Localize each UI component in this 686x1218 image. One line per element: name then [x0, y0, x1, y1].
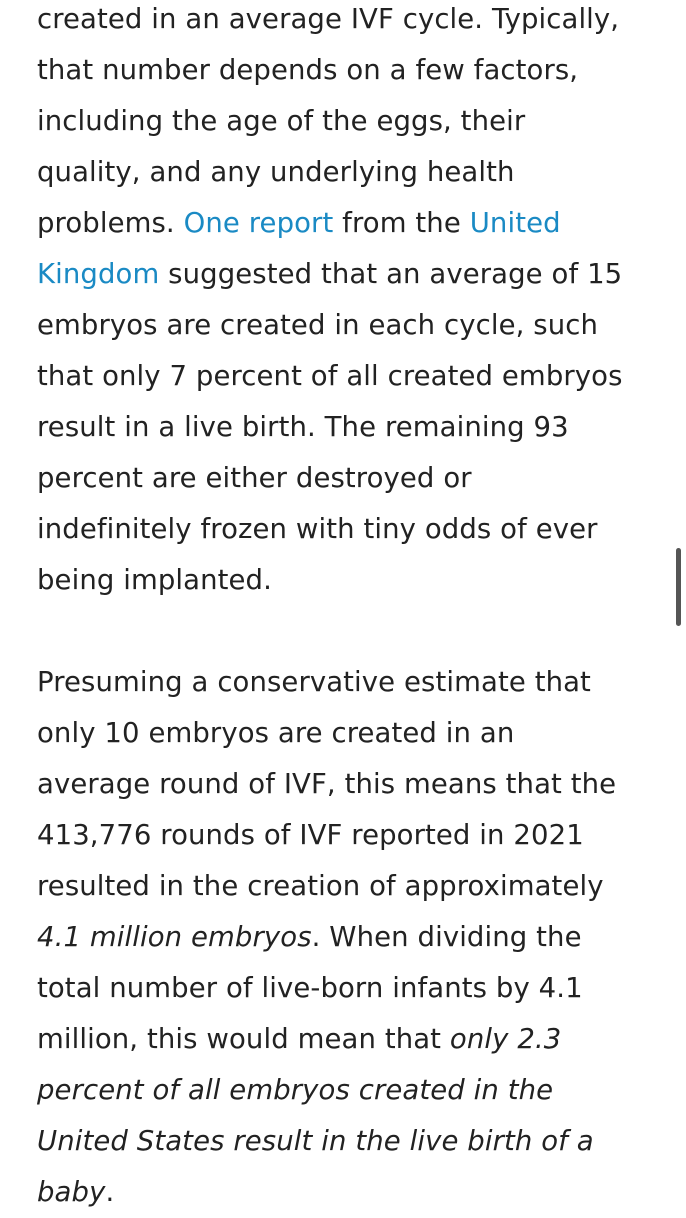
text-fragment: problems.	[37, 207, 184, 239]
text-line: embryos are created in each cycle, such	[37, 309, 598, 341]
text-fragment: from the	[333, 207, 470, 239]
united-kingdom-link-continued[interactable]: Kingdom	[37, 258, 160, 290]
text-line: 413,776 rounds of IVF reported in 2021	[37, 819, 584, 851]
text-line: including the age of the eggs, their	[37, 105, 526, 137]
text-fragment: . When dividing the	[311, 921, 582, 953]
paragraph-estimate: Presuming a conservative estimate that o…	[37, 657, 667, 1218]
text-line: being implanted.	[37, 564, 272, 596]
article-body: created in an average IVF cycle. Typical…	[37, 0, 667, 1218]
text-line: created in an average IVF cycle. Typical…	[37, 3, 620, 35]
text-line: percent are either destroyed or	[37, 462, 472, 494]
text-line: only 10 embryos are created in an	[37, 717, 515, 749]
text-line: that only 7 percent of all created embry…	[37, 360, 623, 392]
text-line: average round of IVF, this means that th…	[37, 768, 617, 800]
emphasis-text: baby	[37, 1176, 106, 1208]
text-line: problems. One report from the United	[37, 198, 667, 249]
text-line: Kingdom suggested that an average of 15	[37, 249, 667, 300]
text-line: total number of live-born infants by 4.1	[37, 972, 583, 1004]
text-line: that number depends on a few factors,	[37, 54, 579, 86]
united-kingdom-link[interactable]: United	[469, 207, 561, 239]
emphasis-line: percent of all embryos created in the	[37, 1074, 554, 1106]
one-report-link[interactable]: One report	[183, 207, 334, 239]
text-fragment: .	[105, 1176, 115, 1208]
text-line: result in a live birth. The remaining 93	[37, 411, 569, 443]
text-line: quality, and any underlying health	[37, 156, 515, 188]
text-line: 4.1 million embryos. When dividing the	[37, 912, 667, 963]
text-line: resulted in the creation of approximatel…	[37, 870, 604, 902]
paragraph-ivf-embryos: created in an average IVF cycle. Typical…	[37, 0, 667, 606]
text-line: million, this would mean that only 2.3	[37, 1014, 667, 1065]
text-line: Presuming a conservative estimate that	[37, 666, 591, 698]
text-line: baby.	[37, 1167, 667, 1218]
scrollbar-thumb[interactable]	[676, 548, 681, 626]
text-fragment: suggested that an average of 15	[159, 258, 623, 290]
text-fragment: million, this would mean that	[37, 1023, 450, 1055]
emphasis-text: 4.1 million embryos	[37, 921, 312, 953]
emphasis-line: United States result in the live birth o…	[37, 1125, 594, 1157]
emphasis-text: only 2.3	[449, 1023, 562, 1055]
text-line: indefinitely frozen with tiny odds of ev…	[37, 513, 598, 545]
